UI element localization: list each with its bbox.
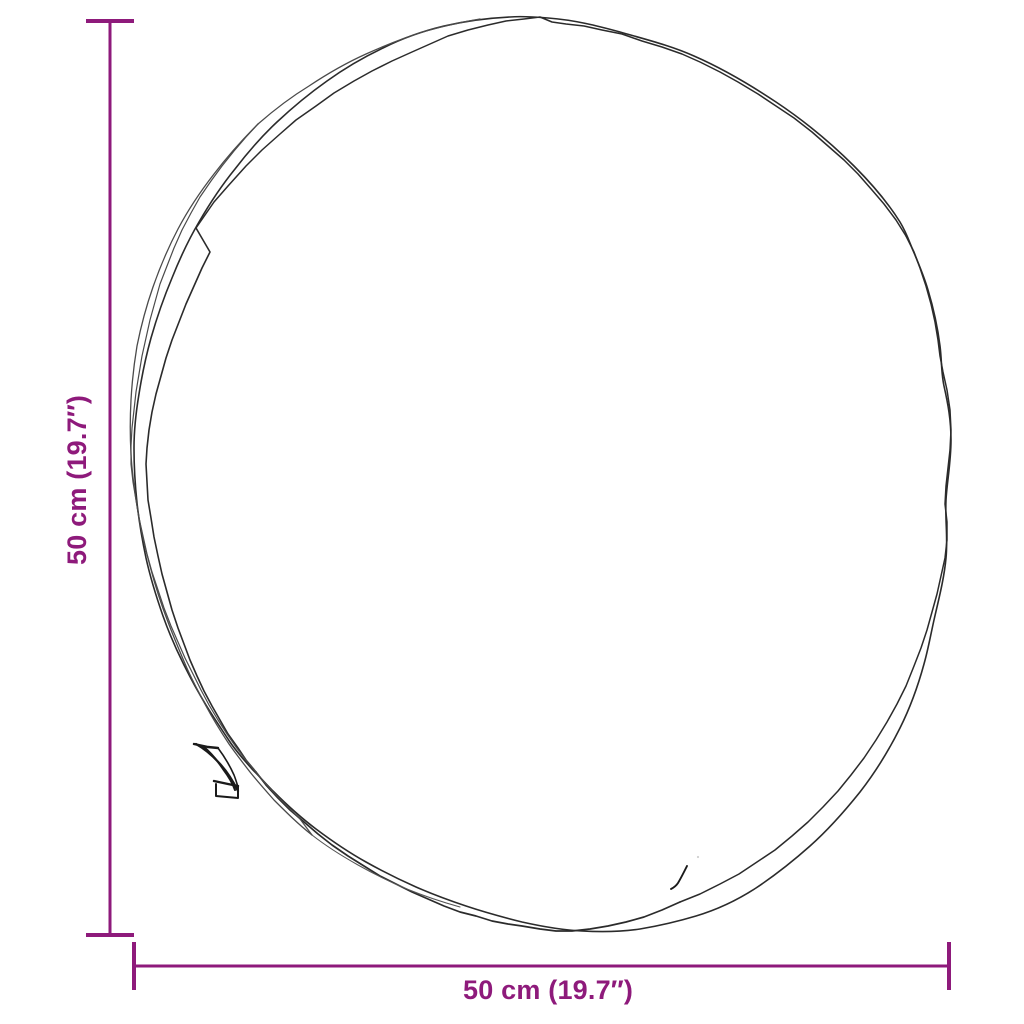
mirror-outer-edge — [133, 15, 952, 933]
notch-dot — [696, 855, 700, 859]
height-dimension-label: 50 cm (19.7″) — [62, 394, 92, 565]
edge-notch-mark — [670, 855, 700, 890]
mirror-inner-rim-top-left — [257, 18, 481, 125]
width-dimension — [132, 942, 951, 990]
mirror-inner-rim-wave — [130, 123, 313, 836]
mirror-edge-wave-bottom — [255, 771, 681, 932]
bracket-outer-arc — [194, 742, 240, 793]
mirror-edge-wave-left — [145, 227, 257, 773]
mirror-edge-wave-top — [195, 16, 907, 237]
notch-stroke — [670, 865, 688, 890]
width-dimension-label: 50 cm (19.7″) — [463, 975, 634, 1005]
bracket-base-plate — [215, 783, 239, 799]
dimension-lines-group — [86, 19, 951, 990]
bracket-top-edge — [192, 742, 220, 750]
mirror-edge-wave-right — [679, 235, 952, 903]
mirror-inner-rim-bottom — [311, 834, 461, 908]
height-dimension — [86, 19, 134, 937]
wall-mount-bracket — [192, 742, 240, 799]
bracket-bottom-edge — [212, 779, 240, 788]
mirror-outline-group — [129, 15, 952, 933]
bracket-inner-slope — [217, 747, 239, 788]
